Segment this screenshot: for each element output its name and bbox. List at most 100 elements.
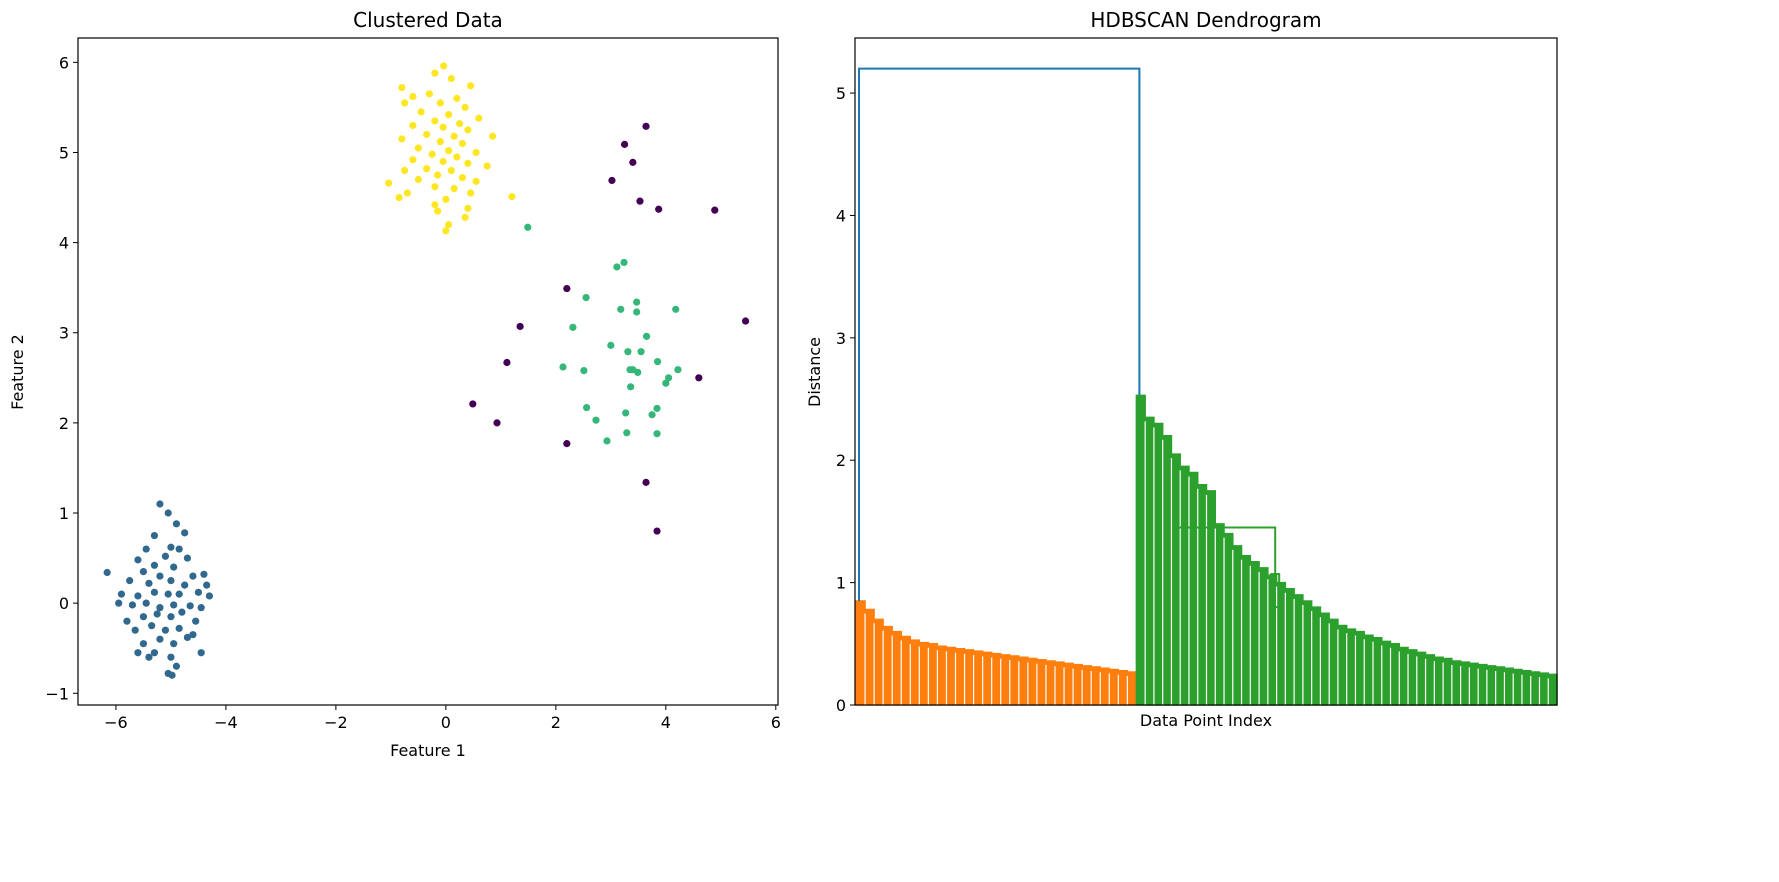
data-point (197, 649, 205, 657)
data-point (128, 601, 137, 609)
data-point (134, 649, 142, 657)
data-point (434, 171, 442, 179)
side-branch-link (1177, 526, 1277, 575)
data-point (655, 205, 663, 213)
scatter-axes: Clustered Data −6 −4 −2 0 2 4 6 −1 0 1 2 3 4 5 6 Featu… (8, 8, 781, 760)
data-point (472, 177, 480, 185)
data-point (622, 409, 630, 417)
data-point (153, 610, 161, 618)
data-point (642, 332, 651, 340)
y-tick-label: 0 (836, 696, 846, 715)
dendrogram-ylabel: Distance (805, 337, 824, 407)
data-point (450, 132, 458, 140)
scatter-ylabel: Feature 2 (8, 334, 27, 410)
scatter-frame (77, 37, 779, 706)
x-tick-label: 2 (551, 713, 561, 732)
y-tick-label: 4 (59, 234, 69, 253)
data-point (134, 556, 142, 564)
data-point (623, 429, 631, 437)
data-point (197, 604, 205, 612)
data-point (445, 111, 453, 119)
y-tick-label: 6 (59, 53, 69, 72)
data-point (139, 613, 148, 621)
data-point (447, 74, 455, 83)
data-point (524, 223, 532, 231)
data-point (447, 166, 455, 175)
data-point (150, 588, 159, 596)
cluster-branches (855, 600, 1138, 706)
data-point (398, 83, 406, 92)
data-point (167, 577, 175, 585)
data-point (559, 363, 567, 371)
x-tick-label: 4 (661, 713, 671, 732)
root-link (858, 67, 1141, 601)
dendrogram-frame (854, 37, 1558, 706)
data-point (170, 640, 178, 648)
data-point (150, 531, 159, 540)
data-point (145, 579, 153, 587)
data-point (423, 165, 431, 173)
y-tick-label: 4 (836, 206, 846, 225)
data-point (445, 220, 453, 229)
y-tick-label: 5 (59, 143, 69, 162)
data-point (156, 604, 164, 612)
data-point (385, 179, 393, 187)
data-point (425, 90, 433, 98)
data-point (172, 520, 181, 528)
data-point (123, 617, 131, 625)
data-point (189, 631, 197, 639)
data-point (467, 82, 475, 90)
data-point (607, 341, 615, 349)
data-point (642, 478, 650, 486)
data-point (508, 193, 516, 201)
data-point (409, 121, 417, 130)
data-point (458, 139, 466, 148)
data-point (428, 150, 436, 158)
data-point (472, 148, 480, 157)
data-point (139, 568, 148, 576)
data-point (134, 592, 142, 600)
data-point (461, 103, 469, 112)
data-point (516, 322, 524, 331)
data-point (456, 120, 464, 128)
data-point (464, 159, 472, 167)
scatter-xlabel: Feature 1 (390, 741, 466, 760)
data-point (205, 592, 214, 600)
x-tick-label: −4 (214, 713, 238, 732)
x-tick-label: −6 (104, 713, 128, 732)
data-point (662, 379, 670, 387)
data-point (467, 189, 475, 197)
data-point (186, 602, 194, 610)
dendrogram-axes: HDBSCAN Dendrogram 0 1 2 3 4 5 Data Point Ind… (805, 8, 1558, 730)
data-point (461, 213, 469, 221)
data-point (175, 545, 183, 553)
data-point (642, 122, 650, 130)
data-point (189, 572, 197, 580)
y-tick-label: 2 (59, 414, 69, 433)
data-point (633, 308, 641, 316)
data-point (175, 590, 183, 598)
data-point (563, 440, 571, 448)
data-point (161, 552, 170, 560)
y-tick-label: 1 (59, 504, 69, 523)
data-point (436, 99, 444, 107)
data-point (664, 374, 673, 382)
data-point (637, 348, 645, 356)
data-point (674, 366, 682, 374)
data-point (440, 62, 448, 70)
data-point (627, 383, 635, 391)
y-tick-label: 0 (59, 594, 69, 613)
data-point (569, 323, 577, 331)
data-point (453, 94, 461, 102)
data-point (156, 500, 164, 508)
side-branch-child (1270, 573, 1281, 609)
x-tick-label: 6 (771, 713, 781, 732)
data-point (126, 577, 134, 585)
y-tick-label: 1 (836, 574, 846, 593)
data-point (178, 608, 186, 616)
data-point (175, 624, 183, 632)
data-point (401, 166, 409, 175)
data-point (653, 430, 661, 438)
data-point (170, 601, 178, 609)
data-point (620, 258, 628, 267)
